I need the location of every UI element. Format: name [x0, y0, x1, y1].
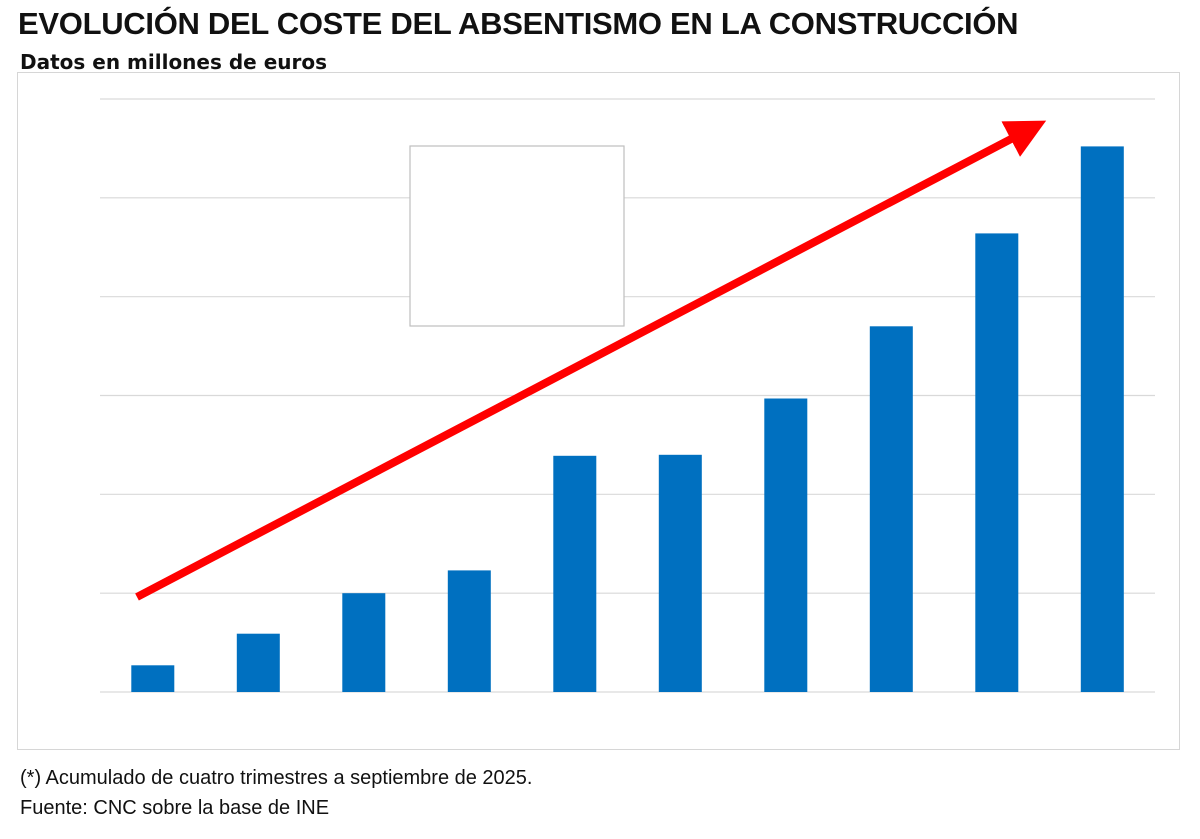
- empty-label-box: [409, 145, 625, 327]
- bar: [553, 455, 597, 692]
- footnote: (*) Acumulado de cuatro trimestres a sep…: [20, 767, 533, 789]
- bar: [764, 398, 808, 692]
- bar: [869, 326, 913, 692]
- bar: [447, 570, 491, 692]
- trend-arrow: [135, 120, 1047, 601]
- bar: [1080, 146, 1124, 692]
- source-note: Fuente: CNC sobre la base de INE: [20, 797, 330, 819]
- bar: [658, 454, 702, 692]
- bar: [131, 665, 175, 692]
- bar: [342, 593, 386, 692]
- bar: [236, 633, 280, 692]
- bar: [975, 233, 1019, 692]
- chart-subtitle: Datos en millones de euros: [20, 50, 328, 74]
- chart-frame: [17, 72, 1180, 750]
- chart-title: EVOLUCIÓN DEL COSTE DEL ABSENTISMO EN LA…: [18, 6, 1019, 41]
- bars: [131, 146, 1124, 692]
